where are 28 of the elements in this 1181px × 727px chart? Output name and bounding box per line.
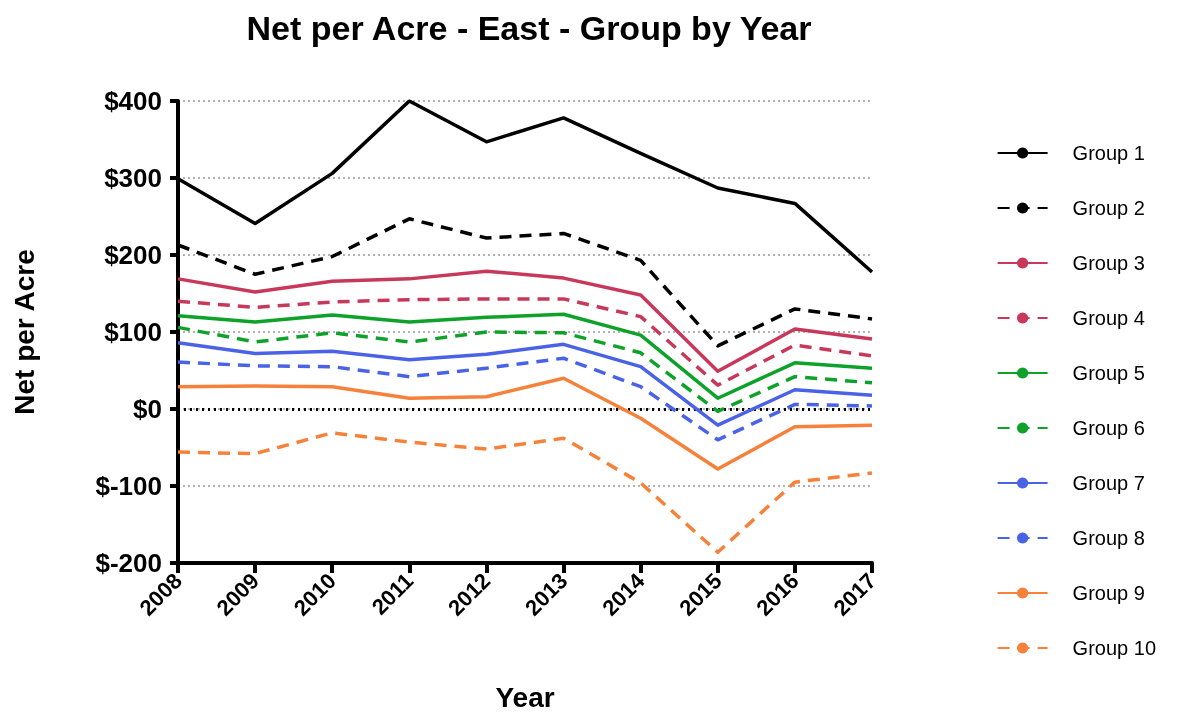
- legend-label: Group 6: [1072, 417, 1145, 439]
- legend-label: Group 4: [1072, 307, 1145, 329]
- line-series: [176, 297, 874, 387]
- line-series: [176, 325, 874, 414]
- legend-label: Group 8: [1072, 527, 1145, 549]
- legend-label: Group 9: [1072, 582, 1145, 604]
- legend-label: Group 5: [1072, 362, 1145, 384]
- line-series: [176, 312, 874, 400]
- y-tick-label: $200: [104, 240, 162, 270]
- y-tick-label: $-100: [95, 471, 162, 501]
- y-tick-label: $0: [133, 394, 162, 424]
- line-series: [176, 269, 874, 374]
- y-tick-label: $400: [104, 86, 162, 116]
- legend-label: Group 1: [1072, 142, 1145, 164]
- y-tick-label: $100: [104, 317, 162, 347]
- line-series: [176, 431, 874, 554]
- line-series: [176, 376, 874, 471]
- legend-label: Group 10: [1072, 637, 1156, 659]
- legend-label: Group 7: [1072, 472, 1145, 494]
- y-tick-label: $-200: [95, 548, 162, 578]
- line-series: [176, 341, 874, 427]
- x-axis-title: Year: [495, 681, 555, 713]
- legend-label: Group 3: [1072, 252, 1145, 274]
- line-series: [176, 356, 874, 442]
- y-tick-label: $300: [104, 163, 162, 193]
- y-axis-title: Net per Acre: [8, 249, 40, 415]
- chart-title: Net per Acre - East - Group by Year: [246, 9, 812, 47]
- legend-label: Group 2: [1072, 197, 1145, 219]
